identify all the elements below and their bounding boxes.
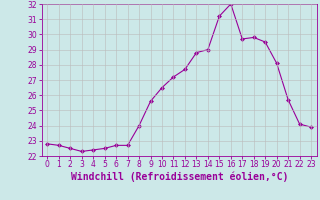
X-axis label: Windchill (Refroidissement éolien,°C): Windchill (Refroidissement éolien,°C) [70, 172, 288, 182]
